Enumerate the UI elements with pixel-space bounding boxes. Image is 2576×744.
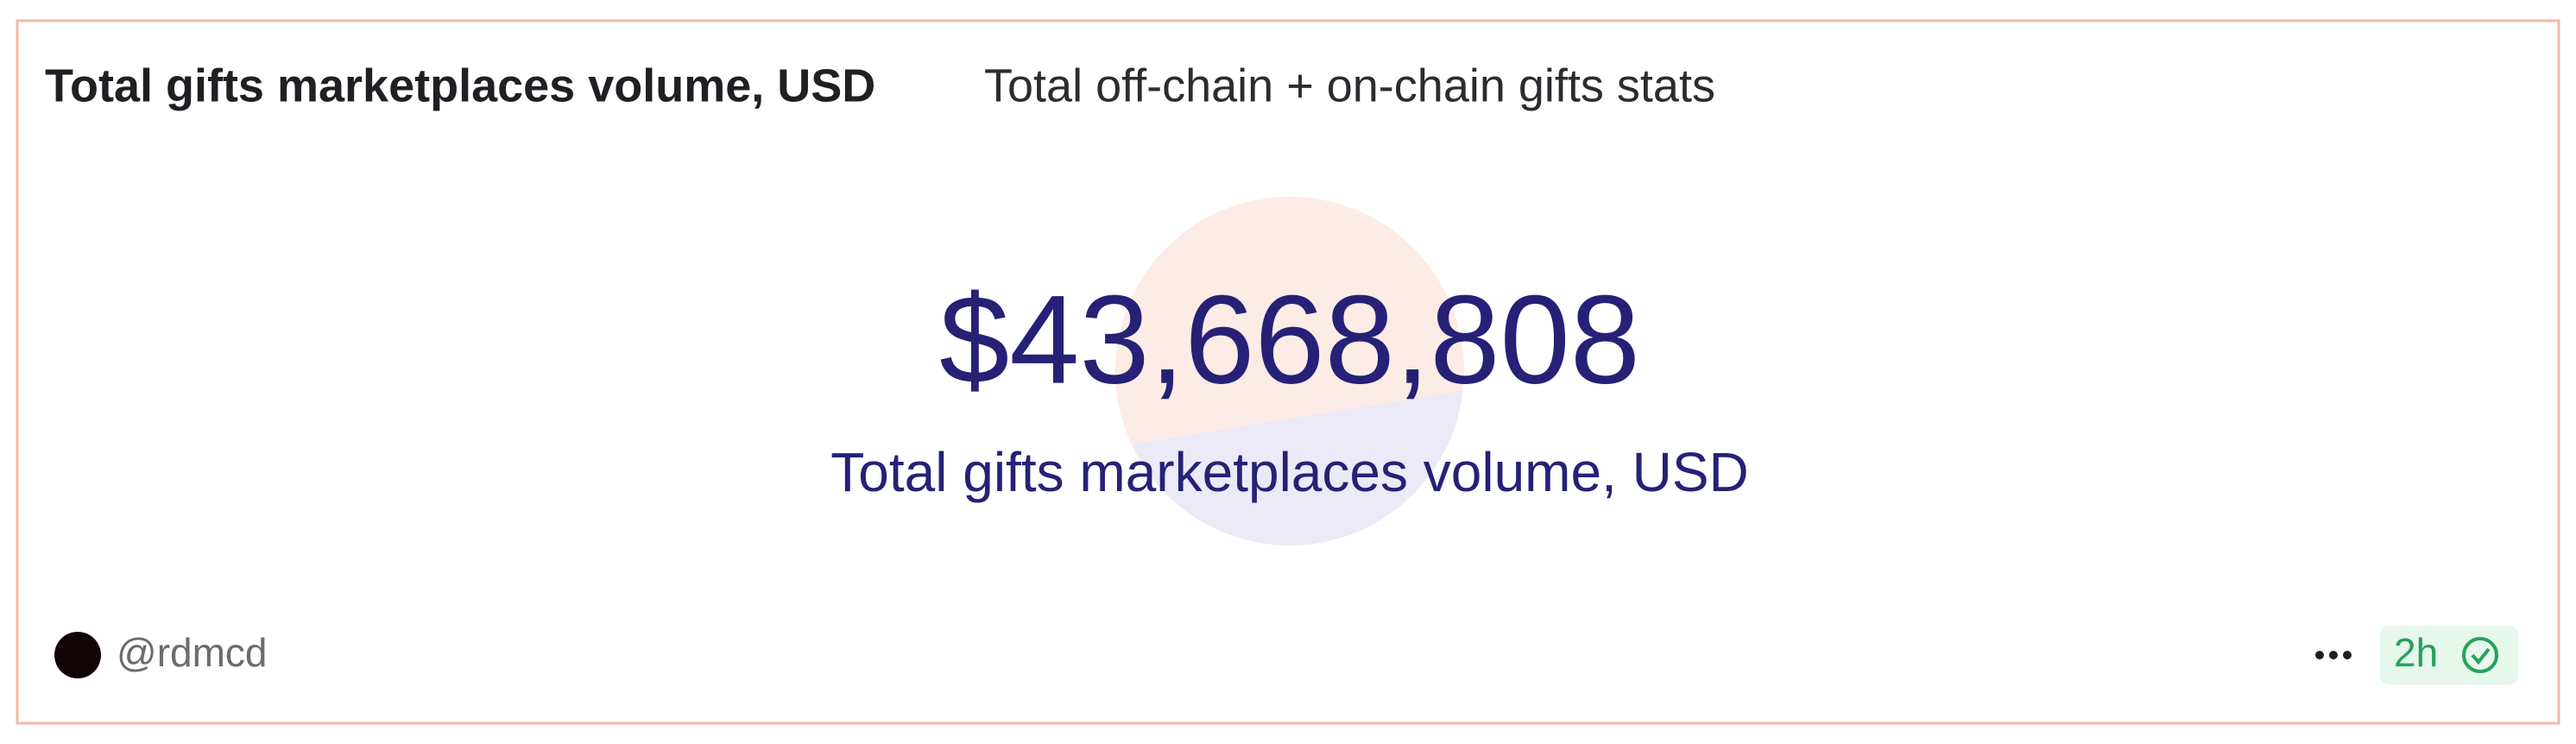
widget-subtitle: Total off-chain + on-chain gifts stats (984, 60, 1715, 111)
widget-title: Total gifts marketplaces volume, USD (45, 60, 875, 111)
counter-value: $43,668,808 (939, 269, 1640, 410)
counter-label: Total gifts marketplaces volume, USD (830, 441, 1749, 503)
verified-icon (2462, 637, 2498, 673)
more-menu[interactable] (2315, 651, 2352, 659)
author-handle[interactable]: @rdmcd (117, 630, 268, 675)
watermark-logo (1115, 197, 1464, 545)
author-avatar[interactable] (54, 632, 101, 678)
refresh-age: 2h (2394, 630, 2438, 675)
